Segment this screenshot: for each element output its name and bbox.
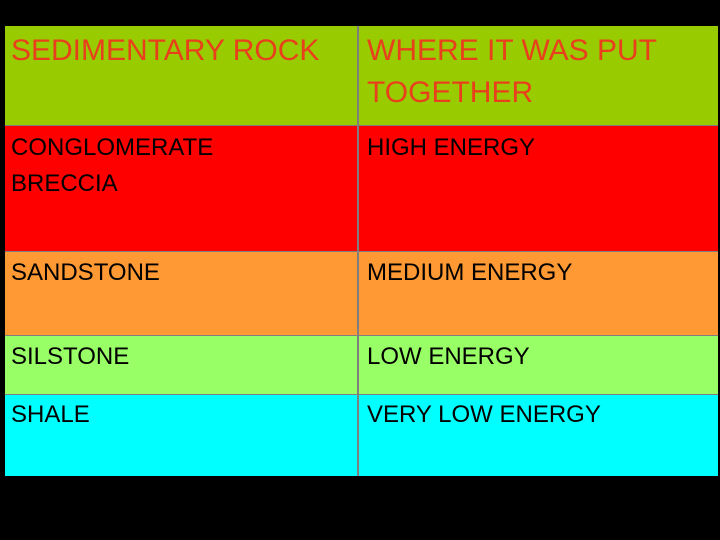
table-row: CONGLOMERATE BRECCIA HIGH ENERGY bbox=[5, 126, 718, 252]
table-row: SANDSTONE MEDIUM ENERGY bbox=[5, 252, 718, 336]
table-row: SILSTONE LOW ENERGY bbox=[5, 336, 718, 395]
table-row: SHALE VERY LOW ENERGY bbox=[5, 395, 718, 476]
table-cell: LOW ENERGY bbox=[367, 343, 530, 370]
table-cell: SANDSTONE bbox=[5, 252, 359, 335]
table-cell: CONGLOMERATE BRECCIA bbox=[5, 126, 359, 251]
table-cell: HIGH ENERGY bbox=[367, 134, 536, 161]
header-cell: WHERE IT WAS PUT TOGETHER bbox=[367, 34, 657, 109]
table-cell: SHALE bbox=[5, 395, 359, 476]
header-cell: SEDIMENTARY ROCK bbox=[5, 26, 359, 125]
table: SEDIMENTARY ROCK WHERE IT WAS PUT TOGETH… bbox=[5, 26, 718, 476]
table-cell: SILSTONE bbox=[5, 336, 359, 394]
table-cell: MEDIUM ENERGY bbox=[367, 259, 573, 286]
header-row: SEDIMENTARY ROCK WHERE IT WAS PUT TOGETH… bbox=[5, 26, 718, 126]
table-cell: VERY LOW ENERGY bbox=[367, 401, 601, 428]
